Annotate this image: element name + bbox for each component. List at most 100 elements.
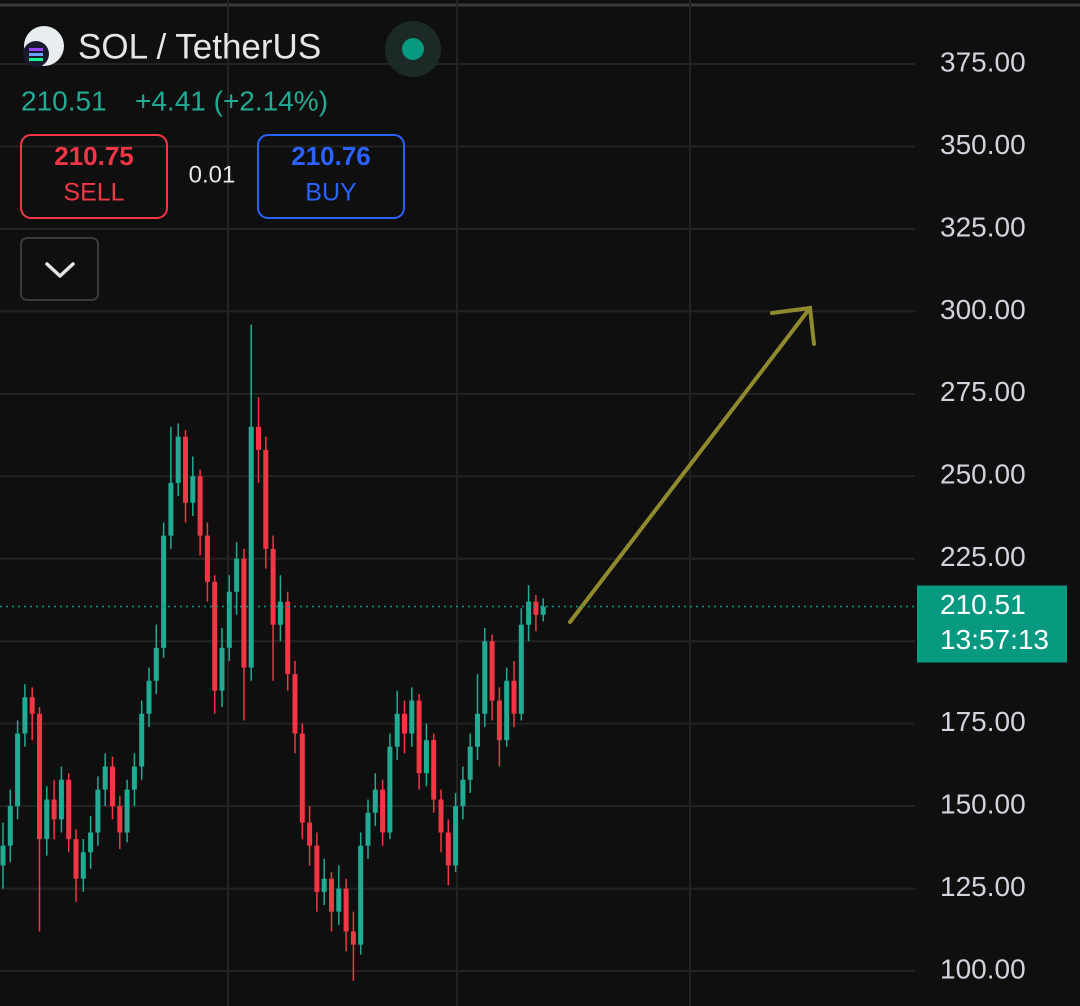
candle-body bbox=[51, 799, 57, 820]
candle-body bbox=[518, 624, 524, 714]
candle-body bbox=[504, 680, 510, 741]
candle-body bbox=[358, 845, 364, 945]
candle-body bbox=[241, 558, 247, 668]
candle-body bbox=[460, 779, 466, 807]
candle-body bbox=[540, 606, 546, 615]
candle-body bbox=[453, 806, 459, 866]
candle-body bbox=[44, 799, 50, 840]
candle-body bbox=[329, 878, 334, 912]
chevron-icon bbox=[45, 262, 75, 278]
candle-body bbox=[175, 436, 181, 483]
y-tick-label: 325.00 bbox=[940, 211, 1026, 242]
candle-body bbox=[467, 746, 473, 780]
sell-label: SELL bbox=[63, 179, 124, 207]
candle-body bbox=[489, 641, 495, 701]
candle-body bbox=[423, 740, 429, 774]
header-change: +4.41 (+2.14%) bbox=[135, 85, 328, 116]
candles bbox=[0, 324, 546, 981]
candle-body bbox=[0, 845, 6, 866]
y-tick-label: 300.00 bbox=[940, 294, 1026, 325]
candle-body bbox=[511, 680, 517, 714]
candle-body bbox=[58, 779, 64, 820]
candle-body bbox=[314, 845, 320, 892]
candle-body bbox=[292, 674, 298, 734]
candle-body bbox=[343, 888, 349, 932]
candle-body bbox=[277, 601, 283, 625]
candle-body bbox=[445, 832, 451, 866]
candle-body bbox=[365, 812, 371, 846]
status-dot bbox=[402, 38, 424, 60]
candle-body bbox=[402, 713, 407, 734]
candle-body bbox=[168, 482, 174, 536]
candle-body bbox=[438, 799, 444, 833]
candle-body bbox=[234, 558, 240, 592]
candle-body bbox=[110, 766, 115, 807]
candle-body bbox=[66, 779, 72, 840]
y-tick-label: 150.00 bbox=[940, 789, 1026, 820]
y-tick-label: 125.00 bbox=[940, 871, 1026, 902]
candle-body bbox=[299, 733, 305, 823]
candle-body bbox=[190, 476, 196, 503]
arrow-head bbox=[770, 305, 816, 346]
candle-body bbox=[321, 878, 327, 892]
y-tick-label: 250.00 bbox=[940, 459, 1026, 490]
candle-body bbox=[270, 548, 276, 625]
candle-body bbox=[336, 888, 342, 912]
collapse-button[interactable] bbox=[20, 237, 99, 301]
candle-body bbox=[350, 931, 356, 945]
grid bbox=[0, 0, 915, 1006]
candle-body bbox=[496, 700, 502, 741]
candle-body bbox=[226, 591, 232, 648]
candle-body bbox=[197, 476, 203, 536]
candle-body bbox=[80, 852, 86, 879]
candle-body bbox=[37, 713, 42, 840]
candle-body bbox=[526, 601, 532, 625]
y-tick-label: 225.00 bbox=[940, 541, 1026, 572]
candle-body bbox=[139, 713, 145, 767]
candle-body bbox=[409, 700, 415, 734]
y-tick-label: 350.00 bbox=[940, 129, 1026, 160]
y-axis: 100.00125.00150.00175.00200.00225.00250.… bbox=[940, 46, 1026, 984]
header-price: 210.51 bbox=[21, 85, 107, 116]
candle-body bbox=[387, 746, 393, 833]
candle-body bbox=[7, 806, 13, 846]
candle-body bbox=[153, 647, 159, 681]
candle-body bbox=[380, 789, 386, 833]
candle-body bbox=[124, 789, 130, 833]
candle-body bbox=[263, 449, 269, 549]
candle-body bbox=[73, 839, 79, 879]
candle-body bbox=[307, 822, 313, 846]
candle-body bbox=[431, 740, 437, 800]
y-tick-label: 275.00 bbox=[940, 376, 1026, 407]
last-price-badge bbox=[917, 585, 1067, 663]
candle-body bbox=[161, 535, 167, 648]
candle-body bbox=[88, 832, 94, 853]
candle-body bbox=[256, 426, 261, 450]
sell-button[interactable] bbox=[20, 134, 168, 219]
y-tick-label: 175.00 bbox=[940, 706, 1026, 737]
candle-body bbox=[394, 713, 400, 747]
candle-body bbox=[15, 733, 21, 807]
candle-body bbox=[219, 647, 225, 691]
last-price-label: 210.51 bbox=[940, 589, 1026, 620]
candle-body bbox=[183, 436, 188, 503]
candle-body bbox=[482, 641, 488, 714]
buy-button[interactable] bbox=[257, 134, 405, 219]
candle-body bbox=[29, 697, 35, 714]
candle-body bbox=[533, 601, 539, 615]
spread: 0.01 bbox=[189, 161, 236, 188]
candle-body bbox=[146, 680, 152, 714]
candle-body bbox=[475, 713, 480, 747]
candle-body bbox=[95, 789, 101, 833]
icon-stripe bbox=[29, 53, 43, 56]
candle-body bbox=[416, 700, 422, 774]
candle-body bbox=[102, 766, 108, 790]
icon-stripe bbox=[29, 58, 43, 61]
icon-stripe bbox=[29, 48, 43, 51]
candle-body bbox=[372, 789, 378, 813]
candle-body bbox=[204, 535, 210, 582]
y-tick-label: 375.00 bbox=[940, 46, 1026, 77]
candle-body bbox=[131, 766, 137, 790]
